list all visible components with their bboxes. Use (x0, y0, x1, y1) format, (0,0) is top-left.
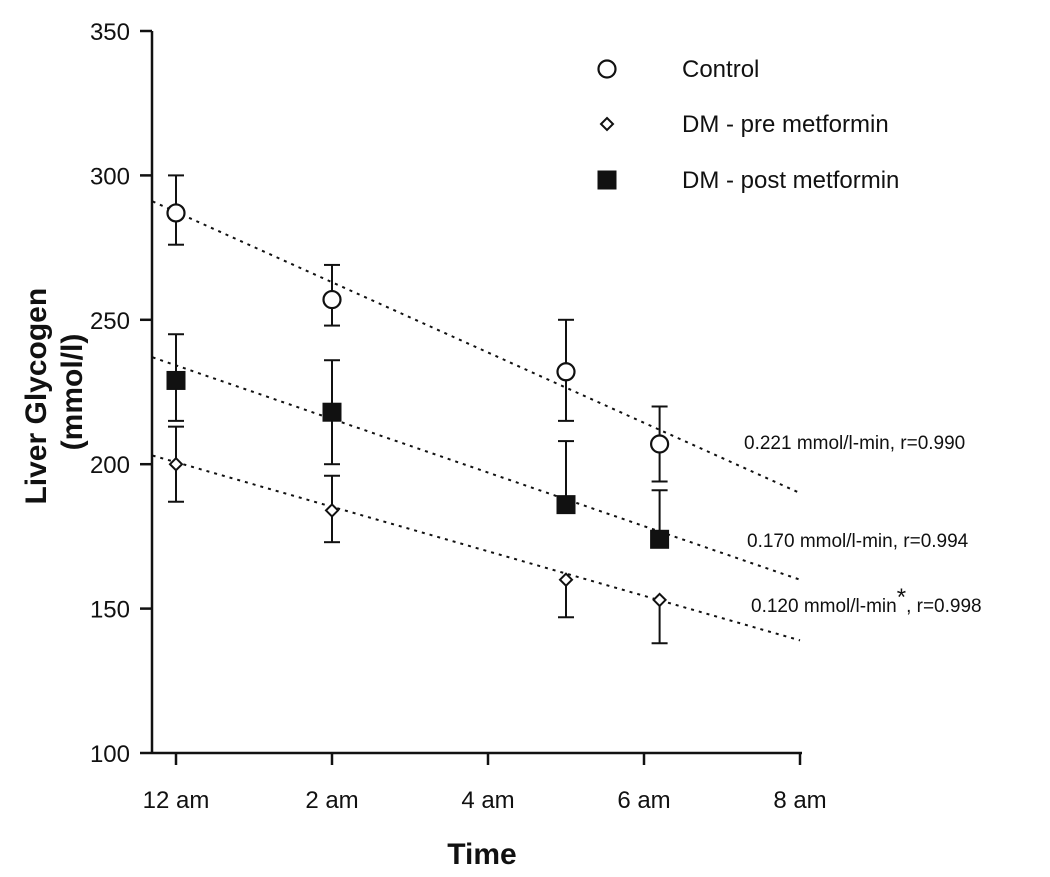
data-point (556, 362, 576, 382)
legend-marker (597, 170, 617, 190)
error-bars (168, 174, 668, 645)
x-axis-title: Time (447, 838, 516, 871)
legend-label: DM - post metformin (682, 167, 899, 194)
fit-line (152, 200, 801, 494)
x-tick-label: 6 am (617, 787, 670, 814)
data-point (322, 402, 342, 422)
rate-annotation: 0.170 mmol/l-min, r=0.994 (747, 531, 969, 552)
rate-annotation-suffix: , r=0.998 (906, 596, 982, 617)
data-point (168, 456, 184, 472)
significance-star: * (897, 584, 906, 611)
data-point (649, 434, 670, 454)
data-point (558, 572, 574, 588)
data-point (166, 203, 186, 223)
y-axis-title: Liver Glycogen (mmol/l) (20, 279, 89, 504)
fit-line (152, 356, 801, 581)
y-tick-label: 250 (90, 308, 130, 335)
legend: Control DM - pre metformin DM - post metfo… (597, 56, 899, 194)
legend-marker (597, 59, 617, 79)
rate-annotation: 0.221 mmol/l-min, r=0.990 (744, 433, 965, 454)
y-tick-label: 150 (90, 597, 130, 624)
rate-annotation-text: 0.120 mmol/l-min (751, 596, 897, 617)
y-axis-title-line-1: Liver Glycogen (20, 288, 53, 505)
legend-label: DM - pre metformin (682, 111, 889, 138)
y-tick-label: 350 (90, 19, 130, 46)
fit-lines (152, 200, 801, 642)
data-markers (166, 203, 670, 608)
y-tick-label: 100 (90, 741, 130, 768)
y-tick-label: 300 (90, 163, 130, 190)
data-point (556, 495, 576, 515)
y-axis-title-line-2: (mmol/l) (56, 334, 89, 451)
fit-line (152, 454, 801, 642)
data-point (650, 529, 670, 549)
data-point (324, 502, 340, 518)
legend-marker (599, 116, 615, 132)
data-point (166, 370, 186, 390)
data-point (652, 592, 668, 608)
rate-annotation-text: 0.221 mmol/l-min, r=0.990 (744, 433, 965, 454)
rate-annotations: 0.221 mmol/l-min, r=0.990 0.120 mmol/l-mi… (744, 433, 982, 617)
x-tick-label: 12 am (143, 787, 210, 814)
legend-label: Control (682, 56, 759, 83)
rate-annotation-text: 0.170 mmol/l-min, r=0.994 (747, 531, 969, 552)
x-tick-label: 8 am (773, 787, 826, 814)
x-tick-label: 2 am (305, 787, 358, 814)
y-tick-label: 200 (90, 452, 130, 479)
rate-annotation: 0.120 mmol/l-min*, r=0.998 (751, 584, 982, 617)
data-point (322, 289, 342, 310)
axes: 100 150 200 250 300 350 12 am 2 am 4 am 6 am 8 am (90, 19, 827, 814)
x-tick-label: 4 am (461, 787, 514, 814)
